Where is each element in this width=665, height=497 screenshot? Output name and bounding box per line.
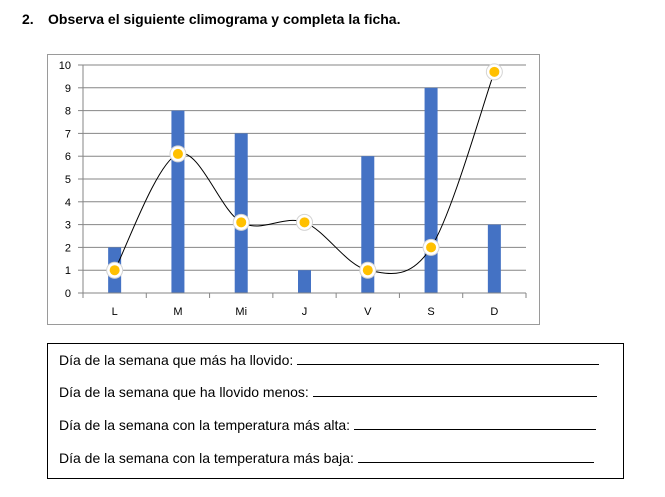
y-tick-label: 2	[65, 242, 71, 254]
question-row-lowest-temp: Día de la semana con la temperatura más …	[59, 448, 594, 466]
marker-M	[172, 148, 183, 159]
exercise-heading: 2. Observa el siguiente climograma y comp…	[22, 11, 400, 27]
answer-line-most-rain[interactable]	[297, 350, 600, 365]
marker-D	[489, 66, 500, 77]
rain-bars	[108, 87, 501, 293]
question-lowest-temp: Día de la semana con la temperatura más …	[59, 450, 354, 466]
bar-M	[171, 110, 185, 293]
marker-Mi	[236, 217, 247, 228]
y-tick-label: 1	[65, 265, 71, 277]
x-tick-label: L	[112, 306, 118, 318]
x-tick-label: Mi	[235, 306, 247, 318]
worksheet-card: Día de la semana que más ha llovido: Día…	[47, 343, 624, 479]
y-tick-label: 3	[65, 220, 71, 232]
x-tick-labels: L M Mi J V S D	[112, 306, 499, 318]
temperature-markers	[106, 63, 503, 279]
marker-J	[299, 217, 310, 228]
answer-line-least-rain[interactable]	[312, 382, 597, 397]
marker-S	[426, 242, 437, 253]
x-tick-label: D	[490, 306, 498, 318]
x-tick-label: S	[427, 306, 434, 318]
bar-V	[361, 156, 375, 293]
y-tick-label: 10	[59, 60, 71, 72]
question-row-most-rain: Día de la semana que más ha llovido:	[59, 350, 600, 368]
y-tick-label: 9	[65, 83, 71, 95]
question-most-rain: Día de la semana que más ha llovido:	[59, 352, 294, 368]
bar-S	[424, 87, 438, 293]
bar-D	[487, 224, 501, 293]
y-tick-label: 6	[65, 151, 71, 163]
y-tick-labels: 0 1 2 3 4 5 6 7 8 9 10	[59, 60, 71, 300]
x-tick-label: V	[364, 306, 372, 318]
x-tick-label: M	[173, 306, 182, 318]
marker-V	[362, 265, 373, 276]
y-tick-label: 7	[65, 128, 71, 140]
marker-L	[109, 265, 120, 276]
exercise-number: 2.	[22, 11, 34, 27]
climograph-svg: 0 1 2 3 4 5 6 7 8 9 10 L M Mi J V S D	[59, 60, 527, 318]
question-highest-temp: Día de la semana con la temperatura más …	[59, 417, 351, 433]
bar-J	[298, 270, 311, 293]
question-least-rain: Día de la semana que ha llovido menos:	[59, 384, 309, 400]
exercise-instruction: Observa el siguiente climograma y comple…	[48, 11, 401, 27]
climograph-chart: 0 1 2 3 4 5 6 7 8 9 10 L M Mi J V S D	[47, 54, 540, 325]
axes	[78, 64, 527, 298]
x-tick-label: J	[302, 306, 308, 318]
y-tick-label: 8	[65, 106, 71, 118]
answer-line-highest-temp[interactable]	[354, 415, 597, 430]
question-row-least-rain: Día de la semana que ha llovido menos:	[59, 382, 597, 400]
y-tick-label: 4	[65, 197, 71, 209]
y-tick-label: 0	[65, 288, 71, 300]
question-row-highest-temp: Día de la semana con la temperatura más …	[59, 415, 597, 433]
y-tick-label: 5	[65, 174, 71, 186]
grid-lines	[83, 64, 526, 271]
bar-Mi	[234, 133, 248, 293]
answer-line-lowest-temp[interactable]	[357, 448, 594, 463]
